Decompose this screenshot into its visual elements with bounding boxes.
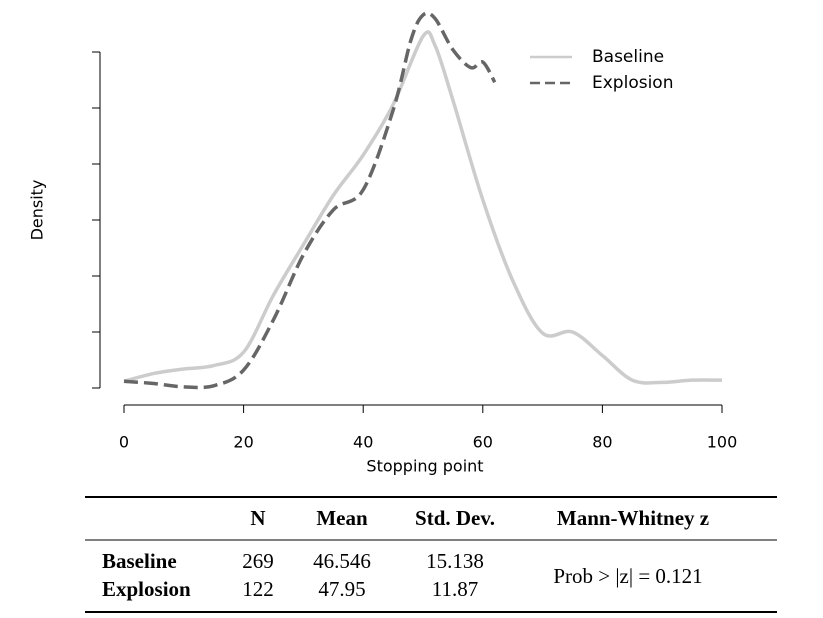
table-header: Std. Dev. — [415, 506, 495, 530]
cell: 11.87 — [432, 577, 478, 601]
row-label: Baseline — [102, 549, 177, 573]
x-tick-label: 60 — [473, 433, 493, 452]
x-tick-label: 80 — [592, 433, 612, 452]
legend-label: Explosion — [592, 73, 673, 93]
cell: 47.95 — [318, 577, 365, 601]
cell: 122 — [242, 577, 274, 601]
x-tick-label: 0 — [119, 433, 129, 452]
density-line — [123, 30, 723, 385]
density-line — [123, 11, 497, 390]
x-tick-label: 20 — [233, 433, 253, 452]
x-axis-label: Stopping point — [366, 457, 483, 476]
x-tick-label: 40 — [353, 433, 373, 452]
table-header: Mann-Whitney z — [557, 506, 709, 530]
cell: 46.546 — [313, 549, 371, 573]
row-label: Explosion — [102, 577, 191, 601]
table-header: Mean — [316, 506, 368, 530]
cell: 15.138 — [426, 549, 484, 573]
y-axis-label: Density — [28, 180, 47, 241]
cell: 269 — [242, 549, 274, 573]
x-tick-label: 100 — [707, 433, 738, 452]
legend-label: Baseline — [592, 47, 664, 67]
table-header: N — [250, 506, 265, 530]
test-result: Prob > |z| = 0.121 — [553, 564, 702, 588]
